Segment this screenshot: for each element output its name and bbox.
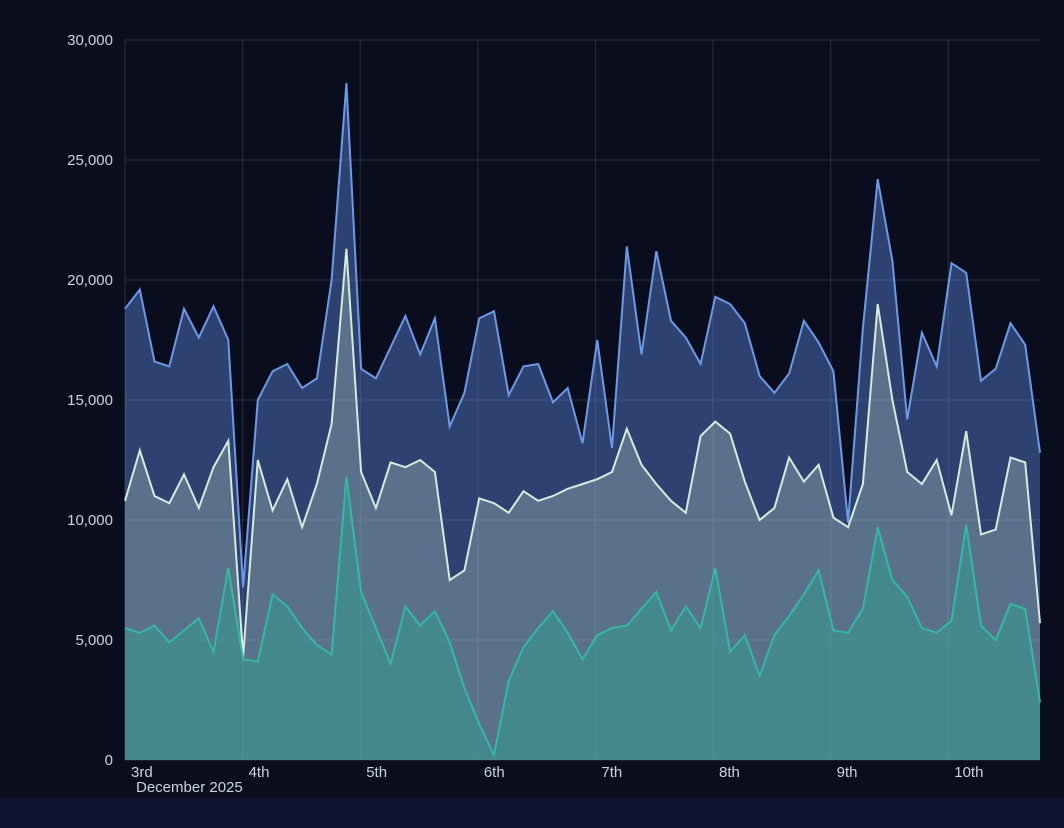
y-tick-label: 10,000 — [67, 512, 113, 529]
y-tick-label: 15,000 — [67, 392, 113, 409]
chart-canvas[interactable]: 0 5,000 10,000 15,000 20,000 25,000 30,000 3rd 4… — [0, 0, 1064, 798]
x-tick-label: 3rd — [131, 764, 153, 781]
y-tick-label: 20,000 — [67, 272, 113, 289]
bottom-bar — [0, 798, 1064, 828]
y-tick-label: 5,000 — [75, 632, 113, 649]
x-tick-label: 4th — [249, 764, 270, 781]
y-tick-label: 0 — [105, 752, 113, 769]
area-teal — [125, 476, 1040, 760]
x-axis-month-label: December 2025 — [136, 779, 243, 796]
y-tick-label: 30,000 — [67, 32, 113, 49]
y-tick-label: 25,000 — [67, 152, 113, 169]
line-mid — [124, 248, 1041, 657]
x-tick-label: 8th — [719, 764, 740, 781]
line-blue — [124, 83, 1041, 588]
x-tick-label: 9th — [837, 764, 858, 781]
x-tick-label: 5th — [366, 764, 387, 781]
line-teal — [124, 476, 1041, 759]
x-tick-label: 7th — [601, 764, 622, 781]
x-tick-label: 10th — [954, 764, 983, 781]
x-tick-label: 6th — [484, 764, 505, 781]
